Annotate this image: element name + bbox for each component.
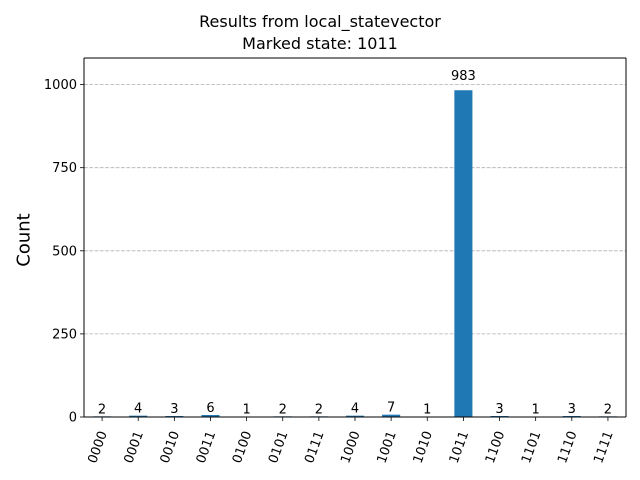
bar-value-label: 3 — [568, 402, 576, 417]
bar-value-label: 1 — [532, 403, 540, 418]
bar-value-label: 4 — [134, 402, 142, 417]
x-tick-label: 1011 — [447, 429, 472, 465]
x-tick-label: 0011 — [194, 429, 219, 465]
bar-value-label: 2 — [98, 402, 106, 417]
bar-value-label: 1 — [242, 403, 250, 418]
y-tick-label: 750 — [52, 161, 77, 176]
bar-value-label: 2 — [604, 402, 612, 417]
x-tick-label: 0100 — [230, 429, 255, 465]
bar-value-label: 6 — [206, 401, 214, 416]
bar-value-label: 1 — [423, 403, 431, 418]
x-tick-label: 0000 — [85, 429, 110, 465]
x-tick-label: 0001 — [122, 429, 147, 465]
x-tick-label: 1000 — [338, 429, 363, 465]
x-tick-label: 1110 — [555, 429, 580, 465]
bar-value-label: 7 — [387, 401, 395, 416]
y-tick-label: 1000 — [44, 78, 77, 93]
bar-value-label: 3 — [495, 402, 503, 417]
bar — [201, 415, 220, 417]
x-tick-label: 1111 — [591, 429, 616, 465]
y-tick-label: 500 — [52, 244, 77, 259]
chart-subtitle: Marked state: 1011 — [242, 34, 398, 53]
x-tick-label: 1010 — [411, 429, 436, 465]
bar — [382, 414, 401, 417]
bar-value-label: 983 — [451, 69, 476, 84]
bar — [345, 415, 365, 417]
x-tick-label: 0101 — [266, 429, 291, 465]
chart-title: Results from local_statevector — [199, 12, 441, 31]
x-tick-label: 0111 — [302, 429, 327, 465]
bar — [129, 415, 148, 417]
bar-value-label: 2 — [279, 402, 287, 417]
x-tick-label: 0010 — [158, 429, 183, 465]
bar-value-label: 2 — [315, 402, 323, 417]
x-tick-label: 1101 — [519, 429, 544, 465]
x-tick-label: 1001 — [374, 429, 399, 465]
y-tick-label: 250 — [52, 327, 77, 342]
x-tick-label: 1100 — [483, 429, 508, 465]
bar — [454, 90, 473, 417]
y-tick-label: 0 — [69, 411, 77, 426]
bar-value-label: 4 — [351, 402, 359, 417]
bar-value-label: 3 — [170, 402, 178, 417]
